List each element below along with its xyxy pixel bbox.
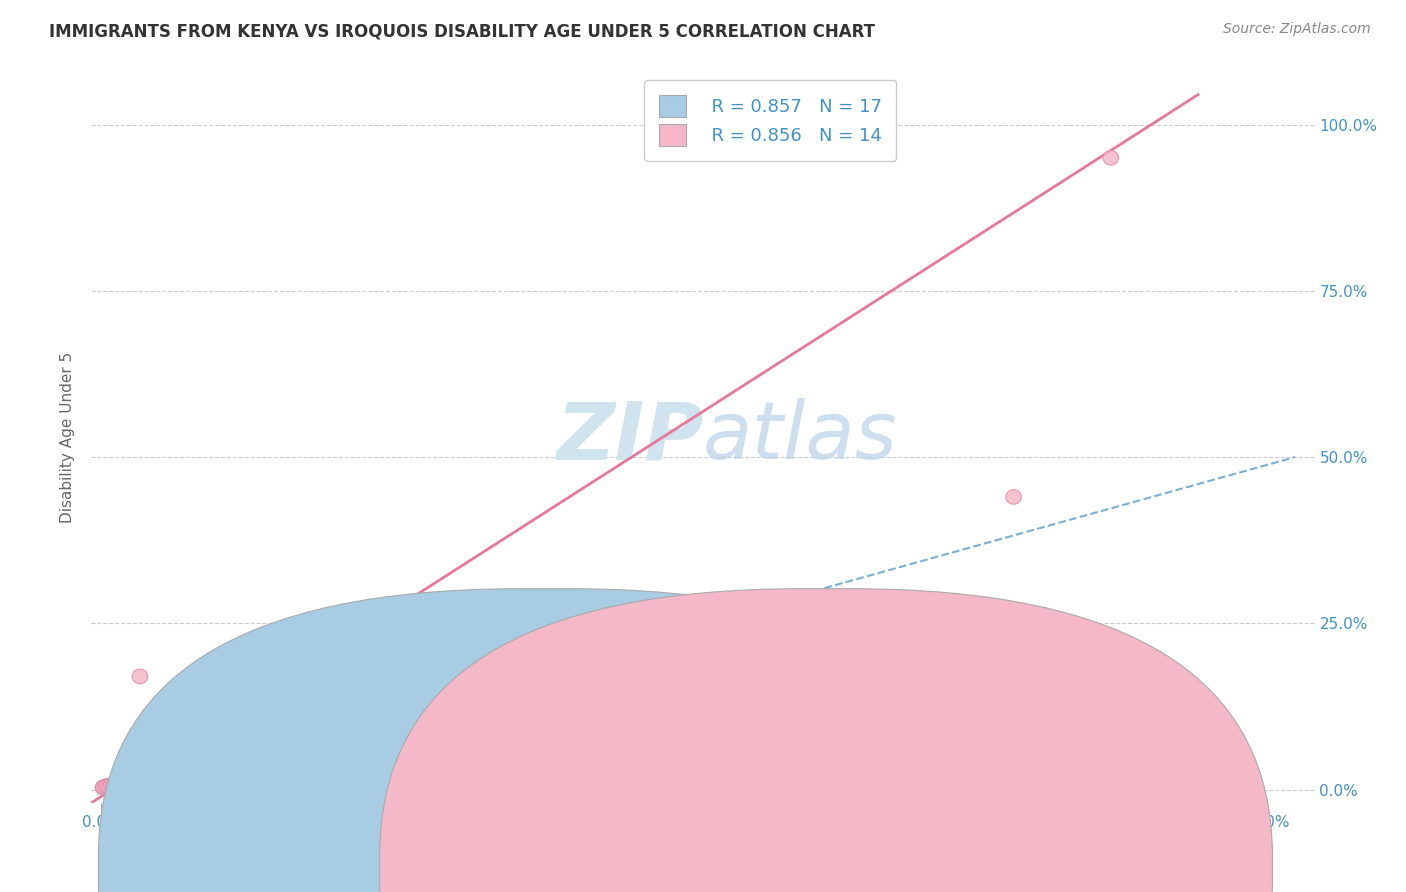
Ellipse shape [100,779,115,794]
Ellipse shape [112,777,128,791]
Ellipse shape [111,777,127,791]
Ellipse shape [97,780,112,794]
Ellipse shape [103,778,118,793]
Ellipse shape [239,726,254,740]
Ellipse shape [96,780,111,795]
Ellipse shape [101,780,117,794]
Ellipse shape [101,780,117,794]
Ellipse shape [560,726,575,740]
Text: Iroquois: Iroquois [860,861,927,879]
Ellipse shape [112,775,128,790]
Ellipse shape [259,719,274,733]
Y-axis label: Disability Age Under 5: Disability Age Under 5 [60,351,76,523]
Text: Source: ZipAtlas.com: Source: ZipAtlas.com [1223,22,1371,37]
Ellipse shape [100,779,115,794]
Text: Immigrants from Kenya: Immigrants from Kenya [579,861,775,879]
Ellipse shape [1102,151,1119,165]
Text: IMMIGRANTS FROM KENYA VS IROQUOIS DISABILITY AGE UNDER 5 CORRELATION CHART: IMMIGRANTS FROM KENYA VS IROQUOIS DISABI… [49,22,875,40]
Ellipse shape [117,772,132,788]
Ellipse shape [127,765,142,780]
Ellipse shape [122,769,138,783]
Text: atlas: atlas [703,398,898,476]
Ellipse shape [132,669,148,684]
Ellipse shape [190,752,205,767]
Ellipse shape [108,778,124,793]
Ellipse shape [97,780,112,794]
Ellipse shape [105,779,121,794]
Ellipse shape [96,780,111,795]
Legend:   R = 0.857   N = 17,   R = 0.856   N = 14: R = 0.857 N = 17, R = 0.856 N = 14 [644,80,897,161]
Ellipse shape [122,769,138,783]
Ellipse shape [105,779,121,794]
Ellipse shape [115,774,131,789]
Text: ZIP: ZIP [555,398,703,476]
Ellipse shape [103,778,118,793]
Ellipse shape [107,778,122,792]
Ellipse shape [108,780,124,794]
Ellipse shape [118,772,134,786]
Ellipse shape [1005,490,1021,504]
